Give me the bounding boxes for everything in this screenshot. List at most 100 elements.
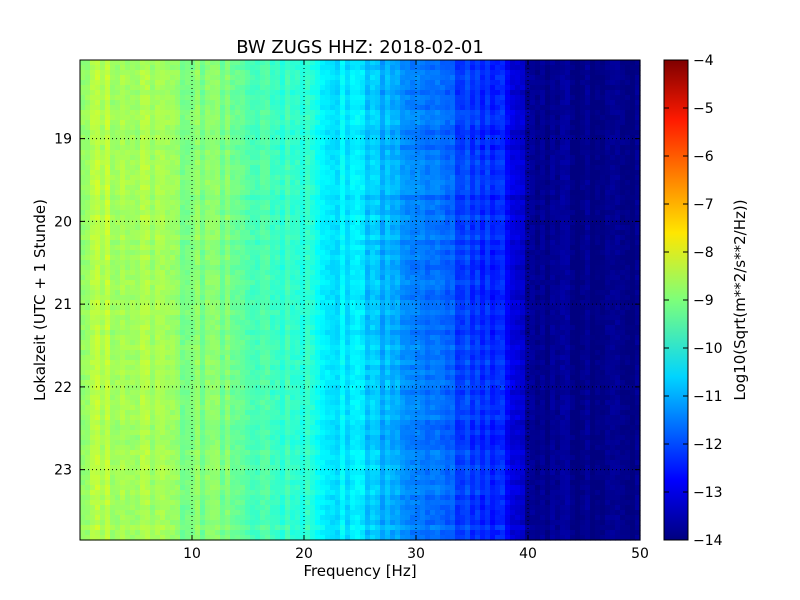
heatmap-cell xyxy=(450,100,456,106)
heatmap-cell xyxy=(210,280,216,286)
heatmap-cell xyxy=(300,250,306,256)
heatmap-cell xyxy=(545,115,551,121)
heatmap-cell xyxy=(120,170,126,176)
heatmap-cell xyxy=(265,180,271,186)
heatmap-cell xyxy=(540,235,546,241)
heatmap-cell xyxy=(510,220,516,226)
heatmap-cell xyxy=(335,150,341,156)
heatmap-cell xyxy=(335,280,341,286)
heatmap-cell xyxy=(630,270,636,276)
heatmap-cell xyxy=(165,120,171,126)
heatmap-cell xyxy=(115,265,121,271)
heatmap-cell xyxy=(230,275,236,281)
heatmap-cell xyxy=(465,155,471,161)
heatmap-cell xyxy=(240,220,246,226)
heatmap-cell xyxy=(300,75,306,81)
heatmap-cell xyxy=(330,250,336,256)
heatmap-cell xyxy=(190,275,196,281)
heatmap-cell xyxy=(130,60,136,66)
heatmap-cell xyxy=(500,85,506,91)
heatmap-cell xyxy=(325,80,331,86)
heatmap-cell xyxy=(325,180,331,186)
heatmap-cell xyxy=(315,90,321,96)
heatmap-cell xyxy=(570,235,576,241)
heatmap-cell xyxy=(585,120,591,126)
heatmap-cell xyxy=(445,160,451,166)
heatmap-cell xyxy=(425,120,431,126)
heatmap-cell xyxy=(90,170,96,176)
heatmap-cell xyxy=(415,65,421,71)
heatmap-cell xyxy=(85,115,91,121)
heatmap-cell xyxy=(275,190,281,196)
heatmap-cell xyxy=(350,130,356,136)
heatmap-cell xyxy=(350,225,356,231)
heatmap-cell xyxy=(540,80,546,86)
heatmap-cell xyxy=(335,195,341,201)
heatmap-cell xyxy=(500,60,506,66)
heatmap-cell xyxy=(220,270,226,276)
heatmap-cell xyxy=(335,240,341,246)
heatmap-cell xyxy=(225,265,231,271)
heatmap-cell xyxy=(145,235,151,241)
heatmap-cell xyxy=(115,230,121,236)
heatmap-cell xyxy=(510,260,516,266)
heatmap-cell xyxy=(605,65,611,71)
heatmap-cell xyxy=(180,160,186,166)
heatmap-cell xyxy=(400,155,406,161)
heatmap-cell xyxy=(510,165,516,171)
heatmap-cell xyxy=(165,205,171,211)
heatmap-cell xyxy=(635,275,641,281)
heatmap-cell xyxy=(540,225,546,231)
heatmap-cell xyxy=(325,185,331,191)
heatmap-cell xyxy=(340,155,346,161)
heatmap-cell xyxy=(260,190,266,196)
heatmap-cell xyxy=(600,270,606,276)
heatmap-cell xyxy=(480,195,486,201)
heatmap-cell xyxy=(200,95,206,101)
heatmap-cell xyxy=(545,150,551,156)
heatmap-cell xyxy=(210,195,216,201)
heatmap-cell xyxy=(230,265,236,271)
heatmap-cell xyxy=(190,145,196,151)
heatmap-cell xyxy=(390,200,396,206)
heatmap-cell xyxy=(350,235,356,241)
heatmap-cell xyxy=(535,110,541,116)
heatmap-cell xyxy=(535,275,541,281)
heatmap-cell xyxy=(230,270,236,276)
heatmap-cell xyxy=(390,225,396,231)
heatmap-cell xyxy=(480,260,486,266)
heatmap-cell xyxy=(120,180,126,186)
heatmap-cell xyxy=(355,225,361,231)
heatmap-cell xyxy=(250,80,256,86)
heatmap-cell xyxy=(155,60,161,66)
heatmap-cell xyxy=(355,215,361,221)
heatmap-cell xyxy=(285,190,291,196)
heatmap-cell xyxy=(490,225,496,231)
heatmap-cell xyxy=(95,125,101,131)
heatmap-cell xyxy=(210,235,216,241)
heatmap-cell xyxy=(610,115,616,121)
heatmap-cell xyxy=(220,275,226,281)
heatmap-cell xyxy=(500,270,506,276)
heatmap-cell xyxy=(130,260,136,266)
heatmap-cell xyxy=(95,220,101,226)
heatmap-cell xyxy=(275,245,281,251)
heatmap-cell xyxy=(365,255,371,261)
heatmap-cell xyxy=(605,270,611,276)
heatmap-cell xyxy=(495,225,501,231)
heatmap-cell xyxy=(295,180,301,186)
heatmap-cell xyxy=(365,165,371,171)
heatmap-cell xyxy=(360,85,366,91)
heatmap-cell xyxy=(335,185,341,191)
heatmap-cell xyxy=(330,145,336,151)
heatmap-cell xyxy=(340,75,346,81)
heatmap-cell xyxy=(425,90,431,96)
heatmap-cell xyxy=(415,255,421,261)
heatmap-cell xyxy=(370,210,376,216)
heatmap-cell xyxy=(565,255,571,261)
heatmap-cell xyxy=(360,140,366,146)
heatmap-cell xyxy=(335,125,341,131)
heatmap-cell xyxy=(285,195,291,201)
heatmap-cell xyxy=(255,65,261,71)
heatmap-cell xyxy=(235,105,241,111)
